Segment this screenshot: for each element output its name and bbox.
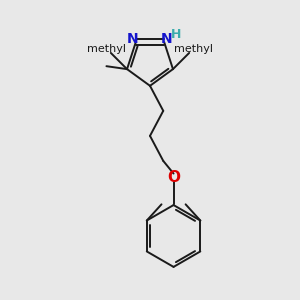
Text: methyl: methyl: [104, 63, 109, 64]
Text: O: O: [167, 169, 180, 184]
Text: N: N: [127, 32, 139, 46]
Text: methyl: methyl: [87, 44, 126, 54]
Text: methyl_label: methyl_label: [97, 61, 106, 63]
Text: H: H: [171, 28, 181, 41]
Text: methyl: methyl: [174, 44, 213, 54]
Text: N: N: [161, 32, 172, 46]
